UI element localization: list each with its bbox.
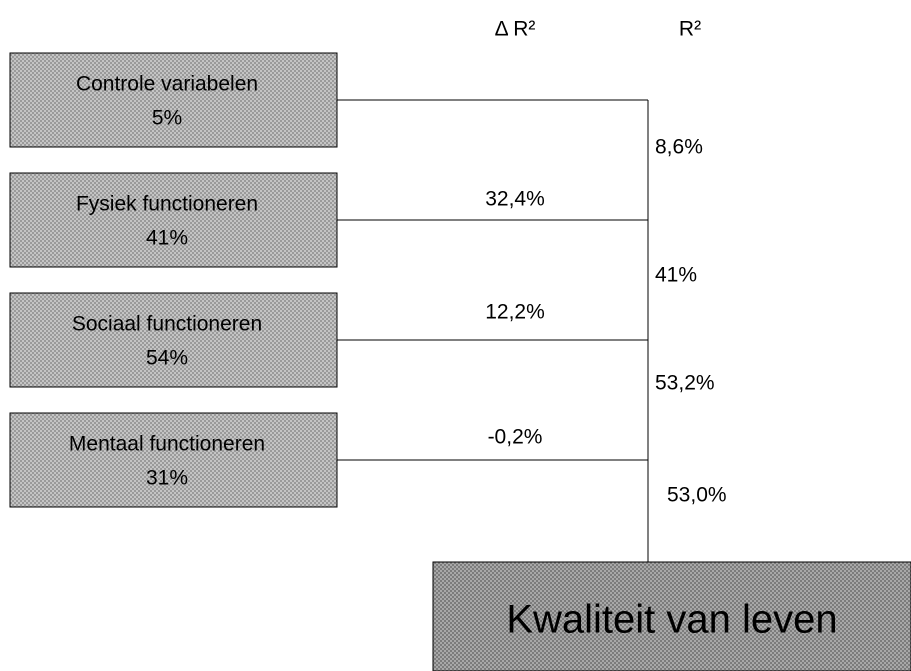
predictor-box [9, 172, 338, 268]
delta-header: Δ R² [495, 18, 536, 41]
rows: Controle variabelen 5% Fysiek functioneren… [9, 52, 727, 508]
delta-r2: 12,2% [485, 301, 545, 324]
predictor-value: 41% [146, 227, 188, 250]
predictor-value: 31% [146, 467, 188, 490]
r2-value: 53,2% [655, 372, 715, 395]
predictor-box [9, 292, 338, 388]
r2-header: R² [679, 18, 701, 41]
predictor-value: 54% [146, 347, 188, 370]
outcome-label: Kwaliteit van leven [506, 598, 837, 642]
r2-value: 41% [655, 264, 697, 287]
predictor-box [9, 412, 338, 508]
delta-r2: 32,4% [485, 188, 545, 211]
predictor-box [9, 52, 338, 148]
delta-r2: -0,2% [488, 426, 543, 449]
r2-value: 53,0% [667, 484, 727, 507]
predictor-value: 5% [152, 107, 182, 130]
predictor-label: Controle variabelen [76, 73, 258, 96]
r2-value: 8,6% [655, 136, 703, 159]
outcome-box [432, 561, 911, 671]
predictor-label: Fysiek functioneren [76, 193, 258, 216]
predictor-label: Mentaal functioneren [69, 433, 265, 456]
predictor-label: Sociaal functioneren [72, 313, 262, 336]
